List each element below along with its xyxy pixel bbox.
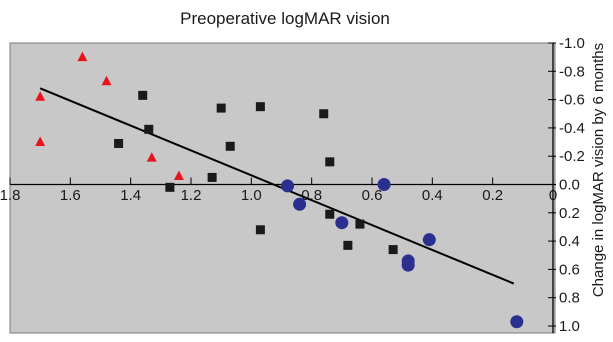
square-point bbox=[325, 209, 335, 219]
y-tick-label: -0.4 bbox=[559, 120, 585, 137]
y-tick-label: 0.2 bbox=[559, 205, 580, 222]
x-tick-label: 1.8 bbox=[0, 187, 20, 204]
y-tick-label: -0.8 bbox=[559, 63, 585, 80]
triangle-point bbox=[146, 152, 157, 162]
y-tick-label: 1.0 bbox=[559, 318, 580, 335]
circle-point bbox=[335, 216, 349, 230]
square-point bbox=[207, 172, 217, 182]
x-tick-label: 0.4 bbox=[422, 187, 443, 204]
y-tick-label: 0.8 bbox=[559, 290, 580, 307]
square-point bbox=[343, 240, 353, 250]
trend-line bbox=[39, 87, 515, 285]
x-tick-label: 0.2 bbox=[482, 187, 503, 204]
triangle-point bbox=[101, 75, 112, 86]
x-tick-label: 1.0 bbox=[241, 187, 262, 204]
circle-point bbox=[281, 179, 295, 193]
circle-point bbox=[401, 258, 415, 272]
x-tick-label: 0.6 bbox=[362, 187, 383, 204]
triangle-point bbox=[173, 170, 184, 181]
square-point bbox=[255, 225, 265, 235]
triangle-point bbox=[35, 136, 46, 147]
y-axis: -1.0 -0.8 -0.6 -0.4 -0.2 0.0 0.2 0.4 0.6 0.8 1.0 bbox=[548, 35, 585, 335]
square-point bbox=[165, 182, 175, 192]
square-point bbox=[216, 103, 226, 113]
circle-point bbox=[422, 233, 436, 247]
x-tick-label: 1.2 bbox=[181, 187, 202, 204]
square-point bbox=[255, 102, 265, 112]
y-tick-label: -0.6 bbox=[559, 92, 585, 109]
square-point bbox=[114, 138, 124, 148]
square-point bbox=[388, 245, 398, 255]
y-tick-label: 0.6 bbox=[559, 261, 580, 278]
circle-point bbox=[293, 197, 307, 211]
y-axis-label: Change in logMAR vision by 6 months bbox=[590, 43, 607, 297]
y-tick-label: 0.4 bbox=[559, 233, 580, 250]
square-point bbox=[355, 219, 365, 229]
square-point bbox=[225, 141, 235, 151]
x-tick-label: 1.6 bbox=[60, 187, 81, 204]
x-tick-label: 1.4 bbox=[120, 187, 141, 204]
data-points bbox=[35, 51, 524, 329]
square-point bbox=[319, 109, 329, 119]
square-point bbox=[144, 124, 154, 134]
square-point bbox=[138, 90, 148, 100]
square-point bbox=[325, 157, 335, 167]
y-tick-label: -1.0 bbox=[559, 35, 585, 52]
chart-title: Preoperative logMAR vision bbox=[180, 9, 390, 28]
triangle-point bbox=[35, 91, 46, 101]
circle-point bbox=[377, 178, 391, 191]
y-tick-label: -0.2 bbox=[559, 148, 585, 165]
circle-point bbox=[510, 315, 524, 329]
triangle-point bbox=[77, 51, 88, 62]
x-tick-label: 0.8 bbox=[301, 187, 322, 204]
y-tick-label: 0.0 bbox=[559, 177, 580, 194]
